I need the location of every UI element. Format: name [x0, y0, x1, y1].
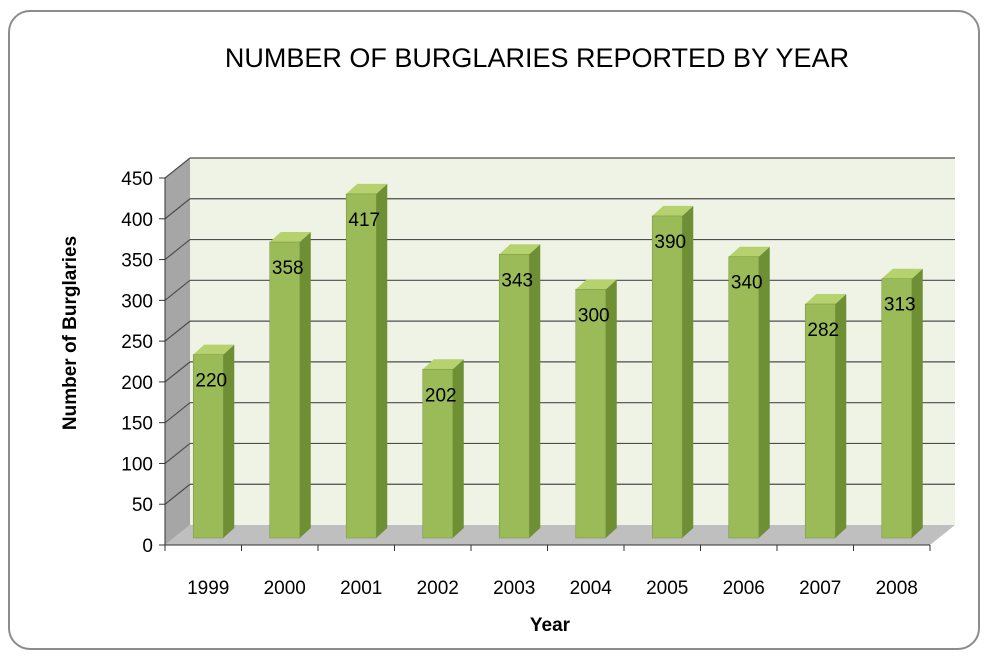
bar	[422, 368, 454, 539]
y-tick-label: 250	[121, 332, 153, 353]
bar	[269, 241, 301, 539]
bar-side	[835, 294, 847, 538]
bar-value-label: 202	[425, 385, 457, 406]
x-tick-label: 2007	[799, 578, 841, 599]
bar-value-label: 220	[195, 371, 227, 392]
bar-side	[911, 268, 923, 538]
bar-top	[269, 232, 311, 243]
y-tick-label: 100	[121, 454, 153, 475]
bar-value-label: 343	[501, 270, 533, 291]
x-tick-label: 2001	[340, 578, 382, 599]
bar-value-label: 417	[348, 210, 380, 231]
bar-side	[529, 244, 541, 538]
x-tick-label: 2003	[493, 578, 535, 599]
bar-top	[575, 279, 617, 290]
bar	[651, 215, 683, 539]
bar-top	[652, 205, 694, 216]
bar	[345, 193, 377, 539]
gridline-side	[164, 442, 191, 464]
x-tick-label: 2008	[876, 578, 918, 599]
gridline-side	[164, 483, 191, 505]
bar-side	[758, 246, 770, 538]
x-tick-label: 2004	[570, 578, 613, 599]
x-tick-label: 1999	[187, 578, 229, 599]
y-tick-label: 450	[121, 169, 153, 190]
bar	[728, 256, 760, 539]
gridline-side	[164, 320, 191, 342]
bar-top	[499, 244, 541, 255]
y-axis-label: Number of Burglaries	[60, 236, 81, 430]
bar	[498, 253, 530, 539]
y-tick-label: 200	[121, 373, 153, 394]
gridline-side	[164, 361, 191, 383]
bar	[192, 354, 224, 539]
gridline-side	[164, 279, 191, 301]
bar	[804, 303, 836, 539]
gridline-side	[164, 402, 191, 424]
axes-group: 0 50 100 150 200 250 300 350 400 450 1999 2000 2001 2…	[121, 169, 931, 599]
bar	[575, 289, 607, 539]
y-tick-label: 0	[142, 536, 153, 557]
y-tick-label: 150	[121, 414, 153, 435]
x-tick-label: 2005	[646, 578, 688, 599]
bar-top	[881, 268, 923, 279]
gridline-side	[164, 239, 191, 261]
bar-value-label: 300	[578, 305, 610, 326]
x-tick-label: 2006	[723, 578, 765, 599]
bar-top	[422, 359, 464, 370]
chart-title: NUMBER OF BURGLARIES REPORTED BY YEAR	[225, 43, 849, 73]
bar-value-label: 340	[731, 273, 763, 294]
y-tick-label: 50	[132, 495, 153, 516]
bar	[881, 278, 913, 539]
gridline-side	[164, 157, 191, 179]
bar-top	[728, 246, 770, 257]
y-tick-label: 350	[121, 251, 153, 272]
bar-side	[605, 279, 617, 538]
bar-value-label: 313	[884, 295, 916, 316]
bars-group: 220 358 417 202 343 300 390 340 282 313	[192, 183, 923, 539]
bar-side	[223, 344, 235, 538]
y-tick-label: 400	[121, 210, 153, 231]
gridline-side	[164, 198, 191, 220]
bar-side	[376, 183, 388, 538]
bar-value-label: 358	[272, 258, 304, 279]
x-tick-label: 2002	[417, 578, 459, 599]
bar-side	[452, 359, 464, 538]
bar-value-label: 390	[654, 232, 686, 253]
bar-top	[346, 183, 388, 194]
bar-value-label: 282	[807, 320, 839, 341]
bar-side	[299, 232, 311, 538]
bar-side	[682, 205, 694, 538]
x-axis-label: Year	[530, 615, 571, 636]
x-tick-label: 2000	[264, 578, 306, 599]
bar-top	[805, 294, 847, 305]
y-tick-label: 300	[121, 291, 153, 312]
bar-top	[193, 344, 235, 355]
